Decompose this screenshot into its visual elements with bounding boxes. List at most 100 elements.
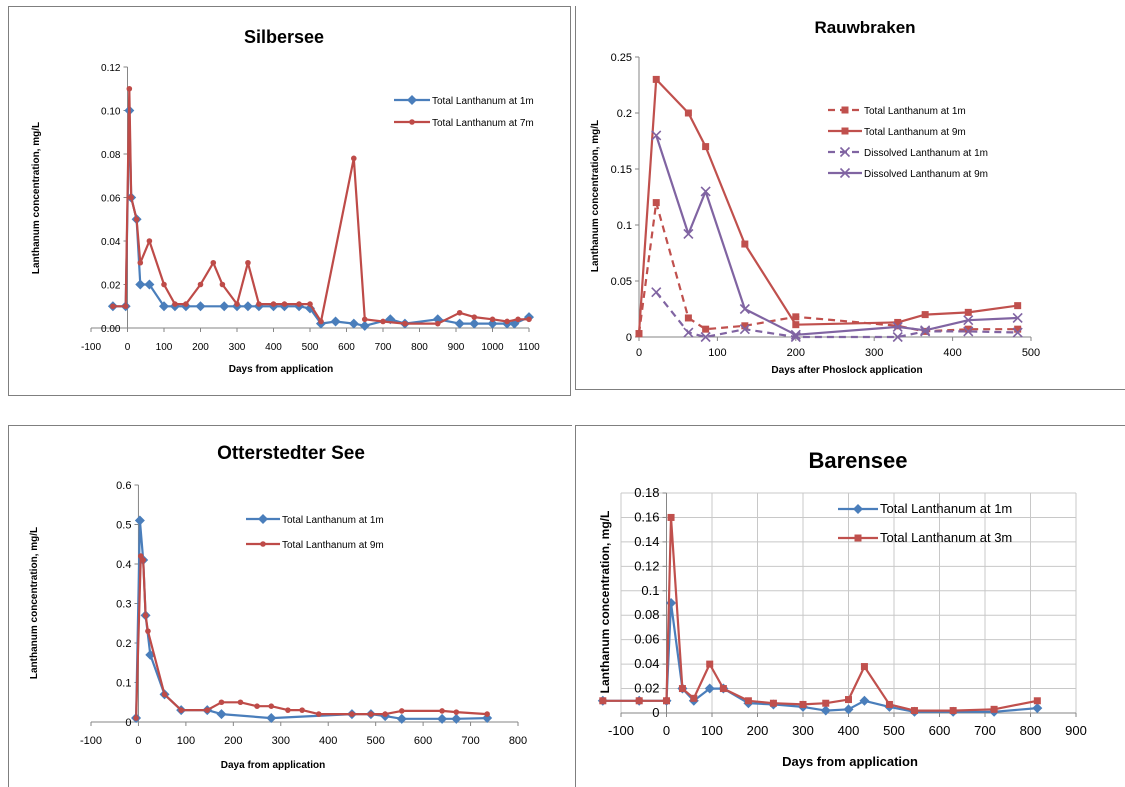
x-axis-label: Daya from application <box>221 760 325 771</box>
data-point <box>135 279 146 290</box>
data-point <box>237 699 244 706</box>
data-point <box>666 598 677 608</box>
x-axis-label: Days after Phoslock application <box>771 365 922 376</box>
x-tick-label: 200 <box>787 347 805 359</box>
data-point <box>266 713 277 724</box>
data-point <box>145 628 151 634</box>
data-point <box>361 316 368 323</box>
x-tick-label: -100 <box>81 342 101 353</box>
data-point <box>434 320 441 327</box>
chart-title: Silbersee <box>244 27 324 47</box>
x-axis-label: Days from application <box>782 754 918 769</box>
y-tick-label: 0 <box>125 717 131 729</box>
data-point <box>683 228 694 240</box>
data-point <box>110 303 116 310</box>
data-point <box>219 281 226 288</box>
data-point <box>348 318 359 329</box>
y-tick-label: 0.02 <box>101 281 121 292</box>
legend-label: Total Lanthanum at 1m <box>880 501 1012 516</box>
data-point <box>700 331 711 343</box>
data-point <box>471 314 478 320</box>
series-total-lanthanum-at-9m <box>635 75 1022 338</box>
legend-entry-total-lanthanum-at-3m: Total Lanthanum at 3m <box>838 530 1012 545</box>
data-point <box>305 303 315 314</box>
data-point <box>484 711 490 717</box>
series-line-dissolved-lanthanum-at-9m <box>655 135 1018 336</box>
data-point <box>210 259 217 266</box>
y-tick-label: 0.04 <box>634 656 659 671</box>
legend-entry-total-lanthanum-at-9m: Total Lanthanum at 9m <box>828 127 966 138</box>
x-tick-label: 400 <box>838 723 860 738</box>
data-point <box>161 281 167 288</box>
data-point <box>1032 703 1043 714</box>
data-point <box>706 660 714 668</box>
legend-marker <box>407 95 417 105</box>
data-point <box>396 713 407 724</box>
y-tick-label: 0.12 <box>634 558 659 573</box>
data-point <box>684 314 692 322</box>
series-dissolved-lanthanum-at-9m <box>651 130 1023 340</box>
x-tick-label: 600 <box>929 723 951 738</box>
data-point <box>318 318 324 325</box>
x-tick-label: 500 <box>302 342 319 353</box>
chart-title: Otterstedter See <box>217 443 365 464</box>
data-point <box>792 321 800 329</box>
data-point <box>218 699 225 706</box>
x-tick-label: 200 <box>747 723 769 738</box>
x-tick-label: 300 <box>792 723 814 738</box>
data-point <box>330 316 341 327</box>
data-point <box>799 700 807 708</box>
series-line-total-lanthanum-at-1m <box>112 109 530 327</box>
y-tick-label: 0.08 <box>634 607 659 622</box>
y-tick-label: 0.18 <box>634 485 659 500</box>
legend-label: Total Lanthanum at 1m <box>864 106 966 117</box>
data-point <box>482 713 493 724</box>
y-tick-label: 0.00 <box>101 324 121 335</box>
legend-label: Total Lanthanum at 1m <box>282 515 384 526</box>
data-point <box>790 329 801 340</box>
data-point <box>700 186 711 197</box>
data-point <box>702 325 710 333</box>
data-point <box>892 331 903 343</box>
y-tick-label: 0.16 <box>634 509 659 524</box>
data-point <box>949 707 957 715</box>
data-point <box>126 85 133 92</box>
data-point <box>704 683 715 694</box>
chart-svg-otterstedter-see: 0 0.1 0.2 0.3 0.4 0.5 0.6 -100 0 100 200 300 400 500 6… <box>29 443 527 771</box>
data-point <box>122 303 129 310</box>
data-point <box>142 612 149 619</box>
x-tick-label: 100 <box>177 735 195 747</box>
legend-entry-total-lanthanum-at-1m: Total Lanthanum at 1m <box>394 95 534 107</box>
series-line-total-lanthanum-at-9m <box>637 78 1018 334</box>
y-axis-label: Lanthanum concentration, mg/L <box>590 120 601 272</box>
data-point <box>368 711 374 717</box>
x-tick-label: 900 <box>448 342 465 353</box>
series-line-total-lanthanum-at-7m <box>112 87 529 325</box>
data-point <box>439 708 445 714</box>
data-point <box>204 707 211 713</box>
data-point <box>739 303 750 315</box>
x-tick-label: 100 <box>156 342 173 353</box>
x-tick-label: -100 <box>608 723 634 738</box>
data-point <box>351 155 357 162</box>
x-tick-label: -100 <box>80 735 102 747</box>
data-point <box>454 318 465 329</box>
y-tick-label: 0 <box>652 705 659 720</box>
x-tick-label: 0 <box>636 347 642 359</box>
y-tick-label: 0.25 <box>611 52 632 64</box>
data-point <box>843 704 854 715</box>
legend-entry-total-lanthanum-at-9m: Total Lanthanum at 9m <box>246 540 384 551</box>
y-tick-label: 0.06 <box>101 194 121 205</box>
data-point <box>134 515 145 526</box>
legend-entry-dissolved-lanthanum-at-1m: Dissolved Lanthanum at 1m <box>828 146 988 159</box>
data-point <box>684 109 692 117</box>
x-tick-label: 300 <box>272 735 290 747</box>
chart-panel-rauwbraken: 0 0.05 0.1 0.15 0.2 0.25 0 100 200 300 400 500 Rauwb… <box>575 6 1125 390</box>
data-point <box>172 301 178 307</box>
data-point <box>894 318 902 326</box>
data-point <box>526 316 532 323</box>
data-point <box>133 216 140 223</box>
data-point <box>635 330 643 338</box>
data-point <box>741 240 749 248</box>
legend-marker <box>258 514 268 524</box>
